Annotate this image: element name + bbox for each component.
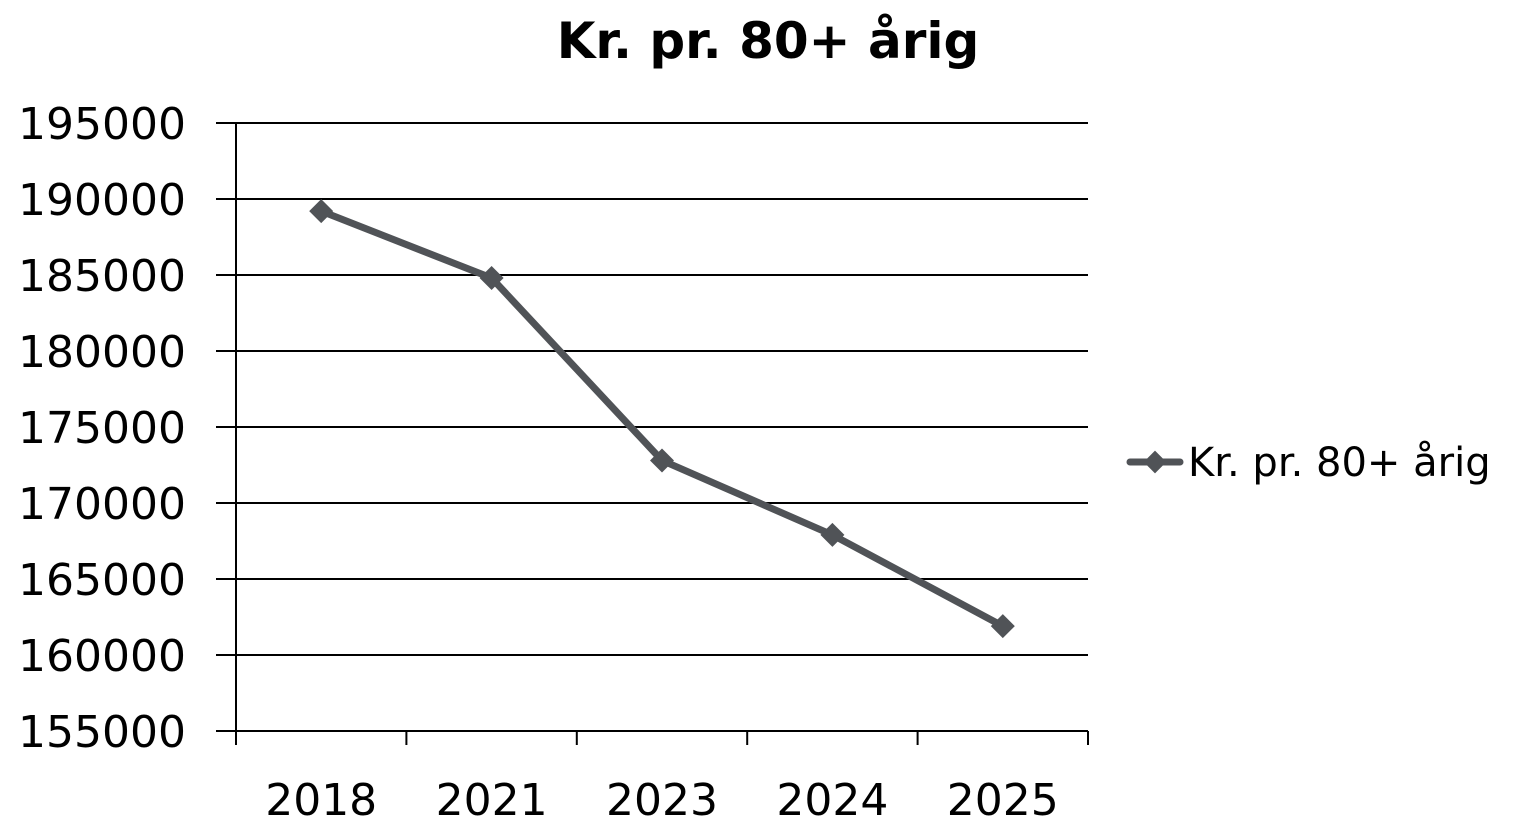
y-axis-tick-labels: 195000 190000 185000 180000 175000 170000 1650… <box>18 99 186 758</box>
x-tick-label-2023: 2023 <box>606 775 718 820</box>
chart-title: Kr. pr. 80+ årig <box>557 12 980 70</box>
legend-marker-swatch <box>1143 450 1167 474</box>
y-tick-label-160000: 160000 <box>18 631 186 682</box>
data-point-2025 <box>990 614 1015 639</box>
legend-label: Kr. pr. 80+ årig <box>1188 440 1491 486</box>
data-point-2021 <box>479 266 504 291</box>
y-tick-label-165000: 165000 <box>18 555 186 606</box>
x-tick-label-2021: 2021 <box>436 775 548 820</box>
x-tick-label-2025: 2025 <box>947 775 1059 820</box>
y-tick-label-185000: 185000 <box>18 251 186 302</box>
x-tick-label-2018: 2018 <box>265 775 377 820</box>
data-point-2024 <box>820 522 845 547</box>
y-tick-label-180000: 180000 <box>18 327 186 378</box>
series-line-0 <box>317 207 1007 630</box>
y-tick-label-170000: 170000 <box>18 479 186 530</box>
data-series <box>309 199 1015 639</box>
data-point-2023 <box>650 448 674 473</box>
y-tick-label-175000: 175000 <box>18 403 186 454</box>
data-point-2018 <box>309 199 334 224</box>
y-tick-label-190000: 190000 <box>18 175 186 226</box>
x-axis-tick-labels: 2018 2021 2023 2024 2025 <box>265 775 1059 820</box>
y-tick-label-155000: 155000 <box>18 707 186 758</box>
axes <box>216 122 1089 745</box>
x-tick-label-2024: 2024 <box>776 775 888 820</box>
gridlines <box>236 122 1088 656</box>
y-tick-label-195000: 195000 <box>18 99 186 150</box>
legend: Kr. pr. 80+ årig <box>1126 440 1491 486</box>
